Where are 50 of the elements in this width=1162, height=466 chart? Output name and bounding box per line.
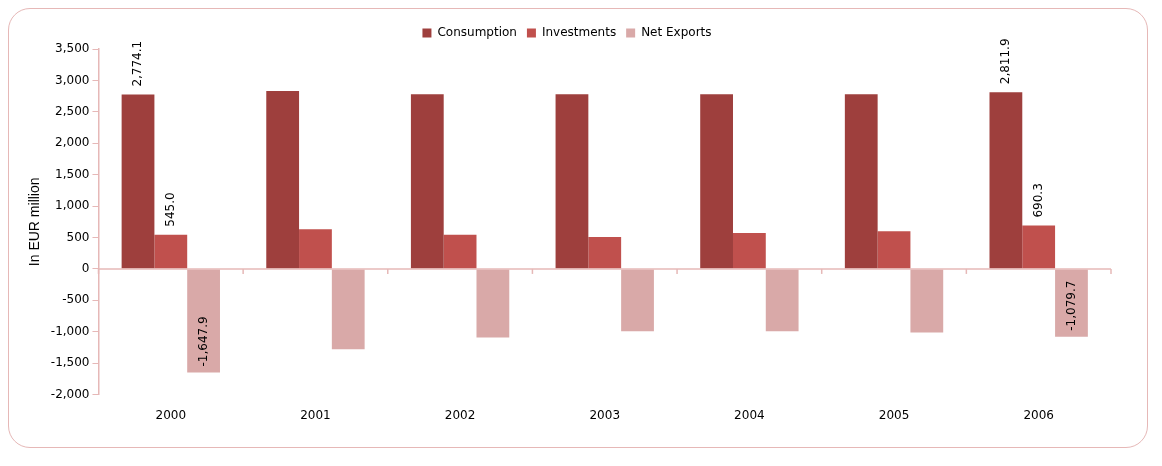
bar xyxy=(299,229,332,269)
y-tick-label: 2,000 xyxy=(55,135,90,150)
y-tick-label: 0 xyxy=(81,261,90,276)
y-tick-label: 3,000 xyxy=(55,72,90,87)
bar xyxy=(1055,269,1088,337)
legend-label: Consumption xyxy=(437,25,517,40)
data-label: -1,647.9 xyxy=(195,316,210,367)
legend-label: Net Exports xyxy=(641,25,712,40)
data-label: -1,079.7 xyxy=(1063,280,1078,331)
bar xyxy=(410,94,444,269)
bar xyxy=(588,236,622,269)
bar xyxy=(266,91,300,269)
y-tick-label: -1,000 xyxy=(50,323,90,338)
x-tick-label: 2006 xyxy=(1023,407,1054,422)
bar xyxy=(910,269,944,333)
y-tick-label: 500 xyxy=(66,229,90,244)
bar xyxy=(1022,225,1056,269)
bar xyxy=(331,269,365,350)
data-label: 545.0 xyxy=(162,192,177,227)
bar xyxy=(877,231,911,269)
legend-label: Investments xyxy=(541,25,617,40)
x-tick-label: 2000 xyxy=(155,407,187,422)
bar xyxy=(476,269,510,338)
bar xyxy=(732,233,766,269)
y-tick-label: 3,500 xyxy=(55,41,90,56)
x-tick-label: 2003 xyxy=(589,407,621,422)
x-tick-label: 2004 xyxy=(734,407,765,422)
data-label: 2,774.1 xyxy=(130,40,145,87)
y-tick-label: 1,000 xyxy=(55,198,90,213)
y-tick-label: -2,000 xyxy=(50,386,90,401)
bar xyxy=(844,94,878,269)
x-tick-label: 2001 xyxy=(300,407,331,422)
bar xyxy=(121,94,155,269)
bar xyxy=(187,269,220,373)
bar xyxy=(700,94,733,269)
y-tick-label: 1,500 xyxy=(55,166,90,181)
bar xyxy=(621,269,654,332)
x-tick-label: 2005 xyxy=(878,407,910,422)
x-tick-label: 2002 xyxy=(444,407,476,422)
y-tick-label: 2,500 xyxy=(55,103,90,118)
y-tick-label: -500 xyxy=(62,292,90,307)
bar xyxy=(765,269,799,332)
y-axis-title: In EUR million xyxy=(26,177,43,267)
y-tick-label: -1,500 xyxy=(50,355,90,370)
data-label: 690.3 xyxy=(1030,183,1045,218)
bar xyxy=(443,234,477,269)
bar xyxy=(989,92,1023,269)
data-label: 2,811.9 xyxy=(998,38,1013,85)
bar xyxy=(555,94,589,269)
bar xyxy=(154,234,188,269)
